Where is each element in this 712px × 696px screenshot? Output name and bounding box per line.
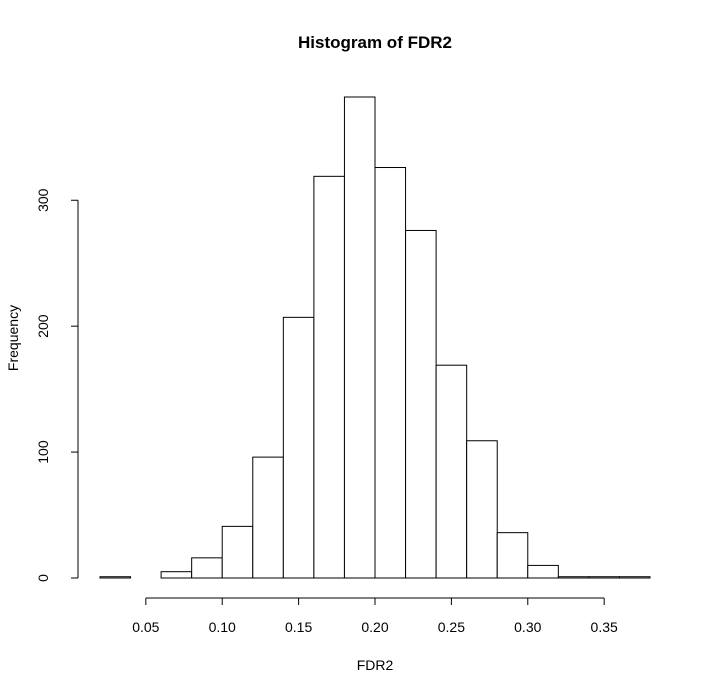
x-tick-label: 0.10 [209,619,236,635]
x-tick-label: 0.25 [438,619,465,635]
x-tick-label: 0.05 [132,619,159,635]
histogram-bar-17 [618,576,651,579]
histogram-bar-16 [588,576,620,579]
y-axis: 0 100 200 300 [35,188,79,582]
histogram-bars [99,96,651,579]
histogram-bar-13 [496,532,529,579]
histogram-bar-4 [221,525,254,579]
histogram-bar-5 [252,456,284,579]
histogram-bar-0 [99,576,132,579]
histogram-bar-8 [343,96,376,579]
histogram-bar-2 [160,571,193,579]
histogram-bar-15 [557,576,590,579]
y-tick-label: 300 [35,188,51,212]
histogram-bar-14 [527,564,559,579]
y-tick-label: 200 [35,314,51,338]
histogram-bar-6 [282,316,315,579]
chart-title: Histogram of FDR2 [298,33,452,52]
y-tick-label: 0 [35,574,51,582]
histogram-bar-12 [466,440,498,579]
histogram-bar-7 [313,175,345,579]
x-tick-label: 0.35 [591,619,618,635]
x-tick-label: 0.20 [361,619,388,635]
y-tick-label: 100 [35,440,51,464]
histogram-bar-10 [405,229,437,579]
y-axis-label: Frequency [5,305,21,371]
x-tick-label: 0.30 [514,619,541,635]
x-axis-label: FDR2 [357,657,394,673]
x-tick-label: 0.15 [285,619,312,635]
histogram-bar-3 [191,557,223,579]
x-axis: 0.05 0.10 0.15 0.20 0.25 0.30 0.35 [132,597,618,635]
histogram-bar-11 [435,364,468,579]
histogram-bar-9 [374,167,407,579]
